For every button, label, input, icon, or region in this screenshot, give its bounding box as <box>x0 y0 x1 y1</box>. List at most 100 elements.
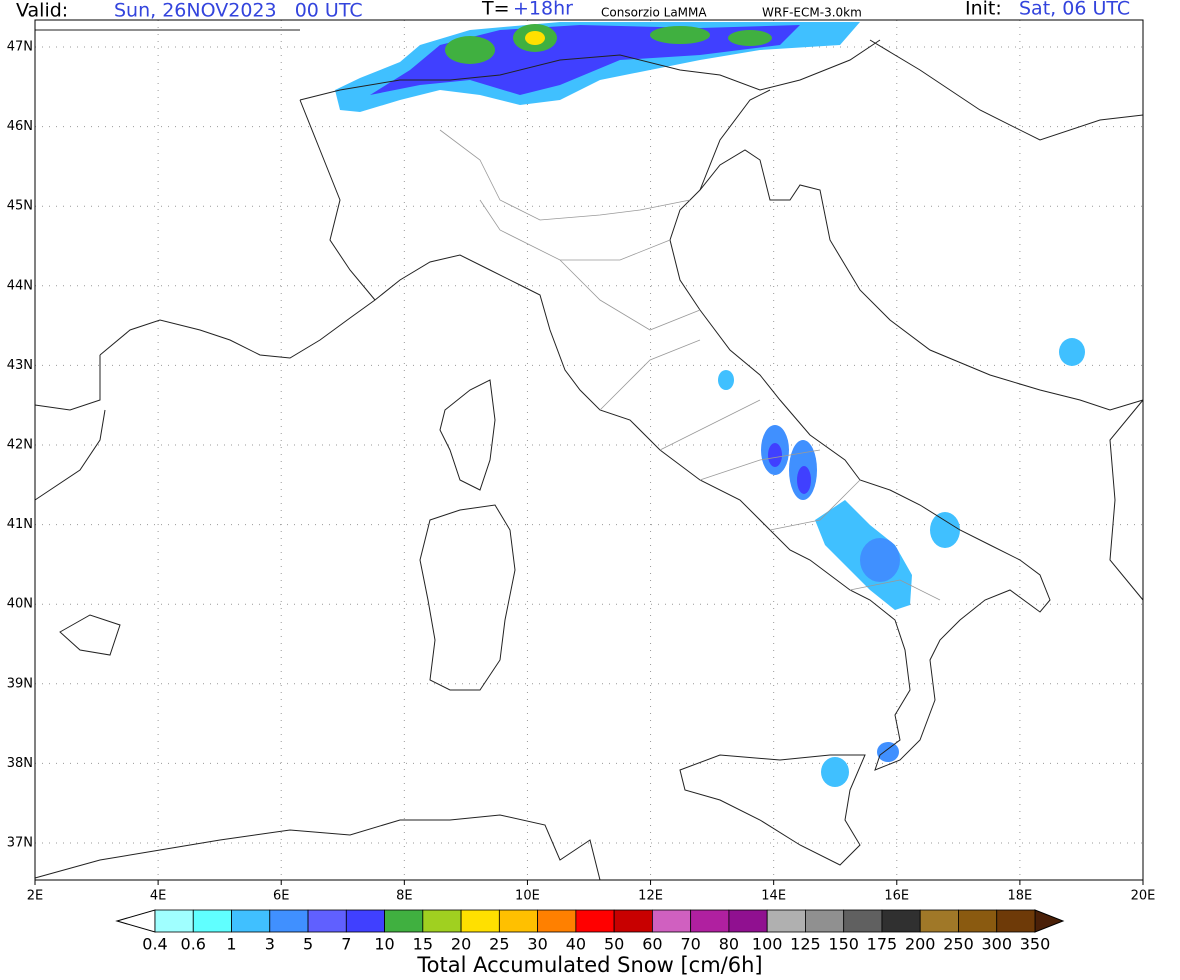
lon-label: 2E <box>27 889 44 904</box>
africa-coast <box>34 814 601 881</box>
colorbar-box <box>307 909 347 933</box>
snow-area <box>650 26 710 44</box>
colorbar-label: 30 <box>527 935 547 954</box>
colorbar-label: 25 <box>489 935 509 954</box>
snow-area <box>860 538 900 582</box>
border <box>869 39 1144 601</box>
colorbar-box <box>766 909 806 933</box>
lon-label: 18E <box>1008 889 1033 904</box>
colorbar-label: 300 <box>981 935 1012 954</box>
lon-label: 8E <box>396 889 413 904</box>
balearic <box>59 614 121 656</box>
lat-label: 44N <box>7 278 33 293</box>
map-background <box>35 20 1143 880</box>
snow-area <box>768 443 782 467</box>
lat-label: 45N <box>7 199 33 214</box>
colorbar-box <box>345 909 385 933</box>
lat-label: 39N <box>7 676 33 691</box>
snow-area <box>821 757 849 787</box>
colorbar-label: 70 <box>680 935 700 954</box>
lead-label: T= <box>481 0 510 20</box>
lon-label: 16E <box>884 889 909 904</box>
sicily <box>679 754 866 866</box>
region-border <box>439 129 941 601</box>
colorbar-box <box>843 909 883 933</box>
snow-area <box>525 31 545 45</box>
colorbar-label: 50 <box>604 935 624 954</box>
border <box>35 29 881 301</box>
colorbar-label: 150 <box>828 935 859 954</box>
colorbar-box <box>231 909 271 933</box>
colorbar-label: 40 <box>566 935 586 954</box>
colorbar-label: 15 <box>413 935 433 954</box>
snow-area <box>877 742 899 762</box>
colorbar-box <box>460 909 500 933</box>
colorbar-label: 250 <box>943 935 974 954</box>
lon-label: 20E <box>1131 889 1156 904</box>
lon-label: 12E <box>638 889 663 904</box>
colorbar-title: Total Accumulated Snow [cm/6h] <box>416 953 762 977</box>
lon-label: 10E <box>515 889 540 904</box>
colorbar-label: 200 <box>905 935 936 954</box>
colorbar-label: 7 <box>341 935 351 954</box>
lat-label: 43N <box>7 358 33 373</box>
colorbar-box <box>384 909 424 933</box>
colorbar-box <box>958 909 998 933</box>
coastline <box>99 149 1144 771</box>
colorbar-box <box>728 909 768 933</box>
lead-time: +18hr <box>513 0 573 20</box>
colorbar-box <box>881 909 921 933</box>
colorbar-label: 175 <box>867 935 898 954</box>
lat-label: 47N <box>7 40 33 55</box>
colorbar-over <box>1034 909 1065 933</box>
colorbar-label: 0.4 <box>142 935 167 954</box>
colorbar-box <box>192 909 232 933</box>
snow-area <box>728 30 772 46</box>
colorbar-box <box>498 909 539 933</box>
colorbar-box <box>996 909 1036 933</box>
init-time: Sat, 06 UTC <box>1019 0 1130 20</box>
snow-area <box>797 466 811 494</box>
lon-label: 6E <box>273 889 290 904</box>
colorbar-box <box>537 909 577 933</box>
colorbar-box <box>422 909 462 933</box>
colorbar-box <box>805 909 845 933</box>
snow-area <box>718 370 734 390</box>
colorbar-box <box>613 909 653 933</box>
valid-time: Sun, 26NOV2023 00 UTC <box>114 0 363 22</box>
source: Consorzio LaMMA <box>601 6 707 20</box>
colorbar-label: 5 <box>303 935 313 954</box>
snow-area <box>930 512 960 548</box>
map <box>34 19 1144 881</box>
spain-coast <box>34 355 106 501</box>
map-frame <box>34 19 1144 881</box>
colorbar-box <box>690 909 730 933</box>
snow-area <box>445 36 495 64</box>
coastlines <box>34 29 1144 881</box>
sardinia <box>419 504 516 691</box>
colorbar-label: 1 <box>226 935 236 954</box>
colorbar-box <box>269 909 309 933</box>
lat-label: 46N <box>7 119 33 134</box>
lat-label: 42N <box>7 438 33 453</box>
colorbar-label: 3 <box>265 935 275 954</box>
colorbar: 0.4 0.6 1 3 5 7 10 15 20 25 30 40 50 60 70 80 100 125 150 1… <box>115 909 1065 954</box>
colorbar-box <box>154 909 194 933</box>
colorbar-label: 20 <box>451 935 471 954</box>
corsica <box>439 379 496 491</box>
colorbar-label: 10 <box>374 935 394 954</box>
snow-area <box>1059 338 1085 366</box>
colorbar-box <box>651 909 692 933</box>
colorbar-label: 125 <box>790 935 821 954</box>
colorbar-under <box>115 909 156 933</box>
lon-label: 14E <box>761 889 786 904</box>
colorbar-label: 80 <box>719 935 739 954</box>
lat-label: 37N <box>7 836 33 851</box>
colorbar-label: 100 <box>752 935 783 954</box>
colorbar-label: 350 <box>1020 935 1051 954</box>
colorbar-box <box>919 909 959 933</box>
model: WRF-ECM-3.0km <box>762 6 862 20</box>
lat-label: 41N <box>7 517 33 532</box>
init-label: Init: <box>965 0 1002 20</box>
